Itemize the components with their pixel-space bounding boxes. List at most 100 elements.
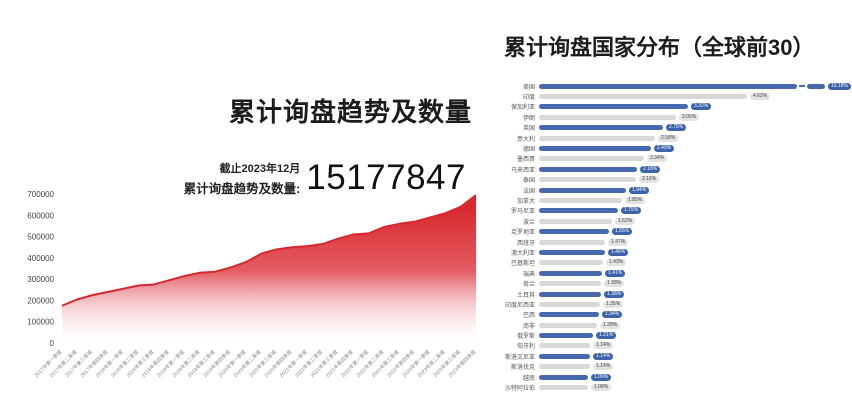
bar-track: 1.75% bbox=[539, 207, 852, 215]
value-badge: 2.18% bbox=[640, 165, 661, 173]
bar-track: 1.09% bbox=[539, 373, 852, 381]
bar-row: 墨西哥 2.34% bbox=[490, 154, 852, 164]
country-label: 巴基斯坦 bbox=[510, 261, 535, 268]
bar-fill bbox=[539, 114, 676, 120]
bar-track: 1.47% bbox=[539, 238, 852, 246]
trend-line bbox=[61, 194, 477, 307]
total-inquiries-value: 15177847 bbox=[306, 158, 466, 197]
bar-fill bbox=[539, 104, 688, 110]
country-label: 美国 bbox=[522, 84, 535, 91]
bar-track: 1.55% bbox=[539, 228, 852, 236]
value-badge: 1.94% bbox=[629, 186, 650, 194]
bar-row: 马来西亚 2.18% bbox=[490, 164, 852, 174]
value-badge: 1.46% bbox=[608, 248, 629, 256]
country-chart-title: 累计询盘国家分布（全球前30） bbox=[504, 35, 815, 60]
y-axis-tick: 500000 bbox=[27, 233, 54, 242]
bar-fill bbox=[539, 229, 609, 235]
bar-fill bbox=[539, 187, 626, 193]
bar-row: 澳大利亚 1.46% bbox=[490, 247, 852, 257]
trend-area-chart: 0 100000 200000 300000 400000 500000 600000 700… bbox=[27, 190, 477, 379]
bar-track: 2.16% bbox=[539, 176, 852, 184]
bar-row: 克罗地亚 1.55% bbox=[490, 226, 852, 236]
country-label: 俄罗斯 bbox=[516, 334, 535, 341]
bar-fill bbox=[539, 135, 655, 141]
country-label: 伊朗 bbox=[522, 115, 535, 122]
bar-track: 1.46% bbox=[539, 248, 852, 256]
bar-row: 泰国 2.16% bbox=[490, 175, 852, 185]
country-label: 加拿大 bbox=[516, 198, 535, 205]
bar-track: 1.34% bbox=[539, 311, 852, 319]
value-badge: 3.05% bbox=[679, 113, 700, 121]
value-badge: 1.34% bbox=[602, 311, 623, 319]
bar-track: 1.21% bbox=[539, 332, 852, 340]
value-badge: 1.38% bbox=[604, 290, 625, 298]
bar-track: 1.41% bbox=[539, 269, 852, 277]
bar-row: 波兰 1.62% bbox=[490, 216, 852, 226]
country-label: 罗马尼亚 bbox=[510, 209, 535, 216]
total-block: 截止2023年12月 累计询盘趋势及数量: 15177847 bbox=[184, 158, 466, 198]
country-label: 沙特阿拉伯 bbox=[504, 386, 535, 393]
bar-fill bbox=[539, 260, 603, 266]
value-badge: 1.85% bbox=[625, 196, 646, 204]
bar-fill bbox=[539, 166, 637, 172]
bar-track: 1.14% bbox=[539, 352, 852, 360]
bar-track: 1.85% bbox=[539, 196, 852, 204]
y-axis-tick: 400000 bbox=[27, 254, 54, 263]
value-badge: 1.08% bbox=[591, 384, 612, 392]
value-badge: 2.75% bbox=[666, 124, 687, 132]
total-label: 累计询盘趋势及数量: bbox=[183, 181, 301, 196]
bar-row: 美国 10.18% bbox=[490, 81, 852, 91]
bar-track: 10.18% bbox=[539, 82, 852, 90]
y-axis-tick: 200000 bbox=[27, 296, 54, 305]
bar-fill bbox=[539, 353, 590, 359]
bar-fill bbox=[539, 270, 602, 276]
bar-track: 1.28% bbox=[539, 321, 852, 329]
country-bar-list: 美国 10.18% 印度 4.62% 保加利亚 3.32% 伊朗 3.05% 英国 2.75% 意大… bbox=[490, 81, 852, 393]
bar-row: 保加利亚 3.32% bbox=[490, 102, 852, 112]
bar-track: 3.32% bbox=[539, 103, 852, 111]
bar-track: 1.38% bbox=[539, 290, 852, 298]
bar-track: 2.75% bbox=[539, 124, 852, 132]
bar-fill bbox=[539, 385, 588, 391]
country-label: 墨西哥 bbox=[516, 157, 535, 164]
bar-track: 1.62% bbox=[539, 217, 852, 225]
country-label: 越南 bbox=[522, 375, 535, 382]
bar-track: 1.35% bbox=[539, 300, 852, 308]
country-label: 德国 bbox=[522, 147, 535, 154]
bar-row: 斯洛文尼亚 1.14% bbox=[490, 351, 852, 361]
y-axis-tick: 700000 bbox=[27, 190, 54, 199]
bar-fill bbox=[539, 281, 601, 287]
value-badge: 1.14% bbox=[593, 342, 614, 350]
bar-row: 土耳其 1.38% bbox=[490, 289, 852, 299]
bar-row: 越南 1.09% bbox=[490, 372, 852, 382]
bar-track: 1.14% bbox=[539, 363, 852, 371]
bar-row: 巴基斯坦 1.43% bbox=[490, 258, 852, 268]
bar-track: 1.38% bbox=[539, 280, 852, 288]
bar-fill bbox=[539, 146, 651, 152]
bar-fill bbox=[539, 312, 599, 318]
country-label: 瑞典 bbox=[522, 271, 535, 278]
bar-fill bbox=[539, 197, 622, 203]
country-label: 澳大利亚 bbox=[510, 250, 535, 257]
trend-panel: 累计询盘趋势及数量 截止2023年12月 累计询盘趋势及数量: 15177847… bbox=[27, 97, 477, 379]
bar-fill bbox=[539, 208, 618, 214]
bar-fill bbox=[539, 374, 588, 380]
bar-fill bbox=[539, 333, 593, 339]
country-label: 保加利亚 bbox=[510, 105, 535, 112]
trend-area-fill bbox=[62, 195, 476, 343]
bar-fill-after-break bbox=[807, 83, 825, 89]
bar-row: 伊朗 3.05% bbox=[490, 112, 852, 122]
bar-fill bbox=[539, 239, 605, 245]
bar-track: 1.14% bbox=[539, 342, 852, 350]
country-label: 波兰 bbox=[522, 219, 535, 226]
bar-track: 2.34% bbox=[539, 155, 852, 163]
bar-row: 斯洛伐克 1.14% bbox=[490, 362, 852, 372]
value-badge: 1.62% bbox=[615, 217, 636, 225]
bar-track: 2.49% bbox=[539, 145, 852, 153]
value-badge: 1.14% bbox=[593, 363, 614, 371]
bar-row: 西班牙 1.47% bbox=[490, 237, 852, 247]
bar-fill bbox=[539, 156, 644, 162]
value-badge: 4.62% bbox=[750, 93, 771, 101]
country-label: 西班牙 bbox=[516, 240, 535, 247]
